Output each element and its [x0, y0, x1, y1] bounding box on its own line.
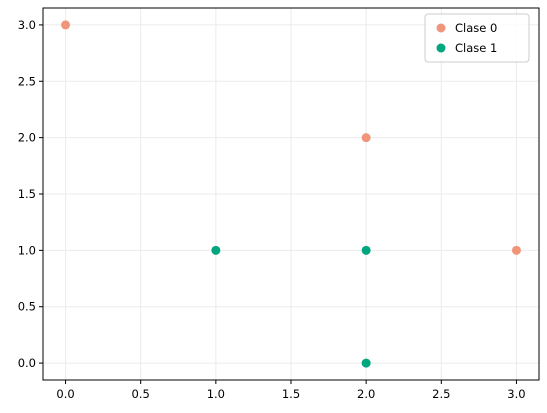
- y-tick-label: 1.0: [18, 243, 36, 257]
- legend-marker: [436, 43, 446, 53]
- y-axis-ticks: 0.0 0.5 1.0 1.5 2.0 2.5 3.0: [18, 18, 43, 370]
- x-tick-label: 3.0: [507, 387, 525, 401]
- legend: Clase 0 Clase 1: [424, 13, 530, 63]
- y-tick-label: 1.5: [18, 187, 36, 201]
- data-point-series-0: [361, 133, 371, 143]
- data-point-series-1: [361, 245, 371, 255]
- data-point-series-1: [361, 358, 371, 368]
- x-axis-ticks: 0.0 0.5 1.0 1.5 2.0 2.5 3.0: [56, 380, 526, 401]
- data-point-series-0: [61, 20, 71, 30]
- legend-marker: [436, 23, 446, 33]
- x-tick-label: 2.0: [357, 387, 375, 401]
- data-point-series-0: [511, 245, 521, 255]
- legend-label: Clase 0: [455, 21, 497, 35]
- legend-label: Clase 1: [455, 41, 497, 55]
- y-tick-label: 0.5: [18, 300, 36, 314]
- data-points: [61, 20, 521, 368]
- y-tick-label: 2.5: [18, 74, 36, 88]
- legend-box: [424, 13, 530, 63]
- x-tick-label: 1.0: [207, 387, 225, 401]
- x-tick-label: 2.5: [432, 387, 450, 401]
- x-tick-label: 0.0: [56, 387, 74, 401]
- y-tick-label: 2.0: [18, 131, 36, 145]
- grid: [43, 8, 539, 380]
- y-tick-label: 0.0: [18, 356, 36, 370]
- x-tick-label: 1.5: [282, 387, 300, 401]
- x-tick-label: 0.5: [132, 387, 150, 401]
- y-tick-label: 3.0: [18, 18, 36, 32]
- data-point-series-1: [211, 245, 221, 255]
